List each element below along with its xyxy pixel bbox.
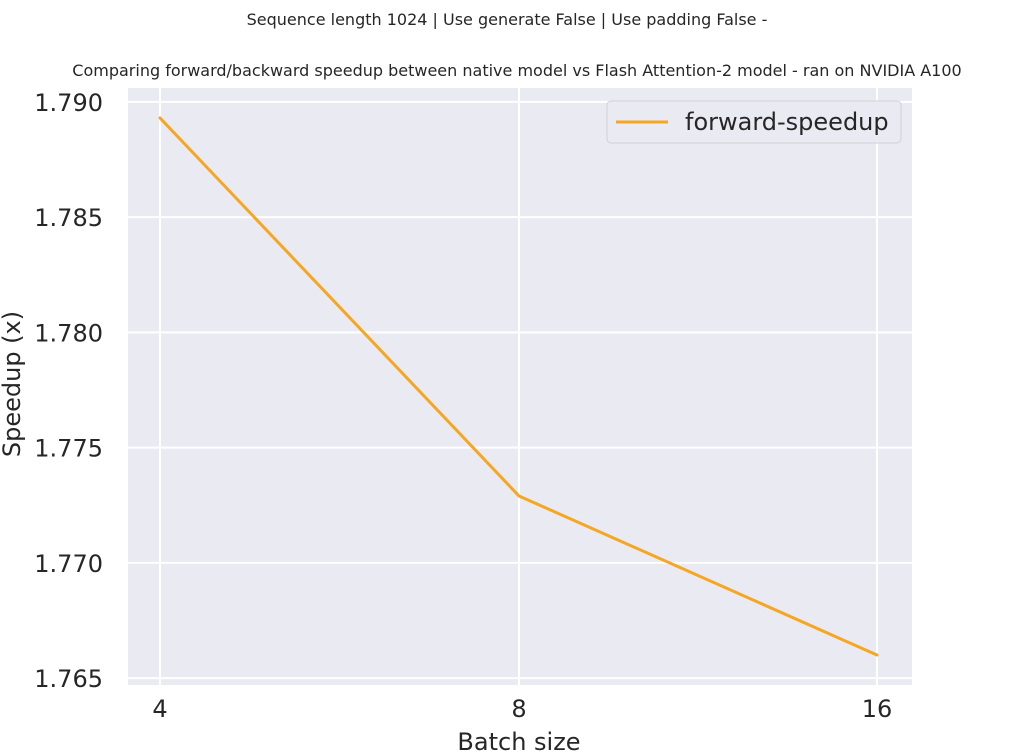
x-tick-label-1: 8 <box>511 695 526 723</box>
y-tick-label-3: 1.780 <box>34 319 103 347</box>
grid <box>128 88 912 685</box>
y-axis-ticks: 1.765 1.770 1.775 1.780 1.785 1.790 <box>34 89 103 693</box>
y-tick-label-2: 1.775 <box>34 435 103 463</box>
series-layer <box>158 116 879 657</box>
y-tick-label-5: 1.790 <box>34 89 103 117</box>
x-tick-label-0: 4 <box>152 695 167 723</box>
y-tick-label-1: 1.770 <box>34 550 103 578</box>
series-line-forward-speedup <box>158 116 879 657</box>
x-axis-label: Batch size <box>457 728 580 756</box>
chart-title-line-2: Comparing forward/backward speedup betwe… <box>72 61 961 80</box>
chart-title-line-1: Sequence length 1024 | Use generate Fals… <box>247 10 768 29</box>
y-tick-label-4: 1.785 <box>34 204 103 232</box>
x-tick-label-2: 16 <box>862 695 893 723</box>
y-tick-label-0: 1.765 <box>34 665 103 693</box>
legend: forward-speedup <box>606 100 902 144</box>
x-axis-ticks: 4 8 16 <box>152 695 892 723</box>
y-axis-label: Speedup (x) <box>0 311 26 457</box>
legend-box <box>606 100 902 144</box>
legend-label-forward-speedup: forward-speedup <box>685 108 889 136</box>
